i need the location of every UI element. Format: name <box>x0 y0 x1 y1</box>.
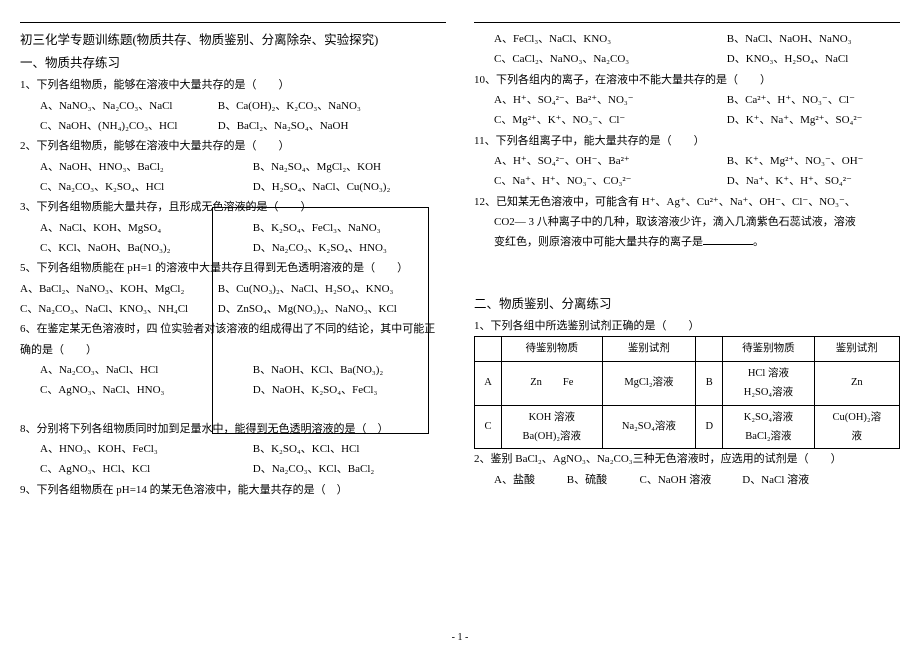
q5-a: A、BaCl₂、NaNO₃、KOH、MgCl₂ <box>20 279 215 299</box>
cell-B-reagent: Zn <box>814 361 899 405</box>
q9-d: D、KNO₃、H₂SO₄、NaCl <box>727 49 849 69</box>
q12-blank[interactable] <box>703 235 753 246</box>
q9: 9、下列各组物质在 pH=14 的某无色溶液中，能大量共存的是（ ） <box>20 480 446 500</box>
cell-A-sub2: Fe <box>563 377 574 388</box>
q8-opts: A、HNO₃、KOH、FeCl₃ B、K₂SO₄、KCl、HCl C、AgNO₃… <box>20 439 446 480</box>
q10-d: D、K⁺、Na⁺、Mg²⁺、SO₄²⁻ <box>727 110 863 130</box>
q11-a: A、H⁺、SO₄²⁻、OH⁻、Ba²⁺ <box>494 151 724 171</box>
q1-opts: A、NaNO₃、Na₂CO₃、NaCl B、Ca(OH)₂、K₂CO₃、NaNO… <box>20 96 446 137</box>
th-reagent-1: 鉴别试剂 <box>602 337 696 361</box>
q3-c: C、KCl、NaOH、Ba(NO₃)₂ <box>40 238 250 258</box>
page-root: 初三化学专题训练题(物质共存、物质鉴别、分离除杂、实验探究) 一、物质共存练习 … <box>0 0 920 500</box>
q2-opts: A、NaOH、HNO₃、BaCl₂ B、Na₂SO₄、MgCl₂、KOH C、N… <box>20 157 446 198</box>
q1: 1、下列各组物质，能够在溶液中大量共存的是（ ） <box>20 75 446 95</box>
cell-C-sub2: Ba(OH)₂溶液 <box>505 427 599 446</box>
q3-d: D、Na₂CO₃、K₂SO₄、HNO₃ <box>253 238 387 258</box>
q9-c: C、CaCl₂、NaNO₃、Na₂CO₃ <box>494 49 724 69</box>
q12-line2: CO2— 3 八种离子中的几种，取该溶液少许，滴入几滴紫色石蕊试液，溶液 <box>474 212 900 232</box>
s2q2-b: B、硫酸 <box>567 470 637 490</box>
right-column: A、FeCl₃、NaCl、KNO₃ B、NaCl、NaOH、NaNO₃ C、Ca… <box>474 22 900 500</box>
q5-d: D、ZnSO₄、Mg(NO₃)₂、NaNO₃、KCl <box>218 299 397 319</box>
table-header-row: 待鉴别物质 鉴别试剂 待鉴别物质 鉴别试剂 <box>475 337 900 361</box>
q5-c: C、Na₂CO₃、NaCl、KNO₃、NH₄Cl <box>20 299 215 319</box>
th-reagent-2: 鉴别试剂 <box>814 337 899 361</box>
q12-line1: 12、已知某无色溶液中，可能含有 H⁺、Ag⁺、Cu²⁺、Na⁺、OH⁻、Cl⁻… <box>474 192 900 212</box>
q8: 8、分别将下列各组物质同时加到足量水中，能得到无色透明溶液的是（ ） <box>20 419 446 439</box>
q8-a: A、HNO₃、KOH、FeCl₃ <box>40 439 250 459</box>
q5: 5、下列各组物质能在 pH=1 的溶液中大量共存且得到无色透明溶液的是（ ） <box>20 258 446 278</box>
table-row: C KOH 溶液Ba(OH)₂溶液 Na₂SO₄溶液 D K₂SO₄溶液BaCl… <box>475 405 900 449</box>
q6-b: B、NaOH、KCl、Ba(NO₃)₂ <box>253 360 384 380</box>
th-substance-2: 待鉴别物质 <box>723 337 814 361</box>
cell-D: D <box>696 405 723 449</box>
q3-a: A、NaCl、KOH、MgSO₄ <box>40 218 250 238</box>
q8-c: C、AgNO₃、HCl、KCl <box>40 459 250 479</box>
q12-line3-text: 变红色，则原溶液中可能大量共存的离子是 <box>494 236 703 248</box>
q2-a: A、NaOH、HNO₃、BaCl₂ <box>40 157 250 177</box>
reagent-table: 待鉴别物质 鉴别试剂 待鉴别物质 鉴别试剂 A Zn Fe MgCl₂溶液 B … <box>474 336 900 449</box>
q6-d: D、NaOH、K₂SO₄、FeCl₃ <box>253 380 378 400</box>
q6-c: C、AgNO₃、NaCl、HNO₃ <box>40 380 250 400</box>
cell-D-reagent-2: 液 <box>818 427 896 446</box>
q1-b: B、Ca(OH)₂、K₂CO₃、NaNO₃ <box>218 96 361 116</box>
q3-opts: A、NaCl、KOH、MgSO₄ B、K₂SO₄、FeCl₃、NaNO₃ C、K… <box>20 218 446 259</box>
q12-line3: 变红色，则原溶液中可能大量共存的离子是 。 <box>474 232 900 252</box>
s2q2-c: C、NaOH 溶液 <box>640 470 740 490</box>
q1-c: C、NaOH、(NH₄)₂CO₃、HCl <box>40 116 215 136</box>
q11-opts: A、H⁺、SO₄²⁻、OH⁻、Ba²⁺ B、K⁺、Mg²⁺、NO₃⁻、OH⁻ C… <box>474 151 900 192</box>
table-row: A Zn Fe MgCl₂溶液 B HCl 溶液H₂SO₄溶液 Zn <box>475 361 900 405</box>
q6: 6、在鉴定某无色溶液时，四 位实验者对该溶液的组成得出了不同的结论，其中可能正确… <box>20 319 446 360</box>
cell-B-sub1: HCl 溶液 <box>726 364 810 383</box>
q8-d: D、Na₂CO₃、KCl、BaCl₂ <box>253 459 375 479</box>
q5-opts: A、BaCl₂、NaNO₃、KOH、MgCl₂ B、Cu(NO₃)₂、NaCl、… <box>20 279 446 320</box>
cell-C: C <box>475 405 502 449</box>
section-1-title: 一、物质共存练习 <box>20 52 446 75</box>
q5-b: B、Cu(NO₃)₂、NaCl、H₂SO₄、KNO₃ <box>218 279 394 299</box>
cell-C-reagent: Na₂SO₄溶液 <box>602 405 696 449</box>
s2q1: 1、下列各组中所选鉴别试剂正确的是（ ） <box>474 316 900 336</box>
q1-a: A、NaNO₃、Na₂CO₃、NaCl <box>40 96 215 116</box>
q2-c: C、Na₂CO₃、K₂SO₄、HCl <box>40 177 250 197</box>
th-substance-1: 待鉴别物质 <box>502 337 603 361</box>
q6-a: A、Na₂CO₃、NaCl、HCl <box>40 360 250 380</box>
q2: 2、下列各组物质，能够在溶液中大量共存的是（ ） <box>20 136 446 156</box>
q6-opts: A、Na₂CO₃、NaCl、HCl B、NaOH、KCl、Ba(NO₃)₂ C、… <box>20 360 446 401</box>
q12-period: 。 <box>753 236 764 248</box>
s2q2-opts: A、盐酸 B、硫酸 C、NaOH 溶液 D、NaCl 溶液 <box>474 470 900 490</box>
cell-D-sub1: K₂SO₄溶液 <box>726 408 810 427</box>
q10: 10、下列各组内的离子，在溶液中不能大量共存的是（ ） <box>474 70 900 90</box>
q3-b: B、K₂SO₄、FeCl₃、NaNO₃ <box>253 218 381 238</box>
s2q2-a: A、盐酸 <box>494 470 564 490</box>
q8-b: B、K₂SO₄、KCl、HCl <box>253 439 360 459</box>
q11-b: B、K⁺、Mg²⁺、NO₃⁻、OH⁻ <box>727 151 864 171</box>
q9-a: A、FeCl₃、NaCl、KNO₃ <box>494 29 724 49</box>
q10-b: B、Ca²⁺、H⁺、NO₃⁻、Cl⁻ <box>727 90 855 110</box>
q2-d: D、H₂SO₄、NaCl、Cu(NO₃)₂ <box>253 177 391 197</box>
section-2-title: 二、物质鉴别、分离练习 <box>474 293 900 316</box>
cell-D-reagent-1: Cu(OH)₂溶 <box>818 408 896 427</box>
q11-d: D、Na⁺、K⁺、H⁺、SO₄²⁻ <box>727 171 852 191</box>
q9-opts: A、FeCl₃、NaCl、KNO₃ B、NaCl、NaOH、NaNO₃ C、Ca… <box>474 29 900 70</box>
q9-b: B、NaCl、NaOH、NaNO₃ <box>727 29 852 49</box>
left-column: 初三化学专题训练题(物质共存、物质鉴别、分离除杂、实验探究) 一、物质共存练习 … <box>20 22 446 500</box>
cell-A-reagent: MgCl₂溶液 <box>602 361 696 405</box>
cell-A: A <box>475 361 502 405</box>
q2-b: B、Na₂SO₄、MgCl₂、KOH <box>253 157 381 177</box>
cell-C-sub1: KOH 溶液 <box>505 408 599 427</box>
cell-A-sub1: Zn <box>530 377 542 388</box>
cell-B-sub2: H₂SO₄溶液 <box>726 383 810 402</box>
q1-d: D、BaCl₂、Na₂SO₄、NaOH <box>218 116 349 136</box>
page-number: - 1 - <box>0 632 920 643</box>
q10-c: C、Mg²⁺、K⁺、NO₃⁻、Cl⁻ <box>494 110 724 130</box>
q11: 11、下列各组离子中，能大量共存的是（ ） <box>474 131 900 151</box>
cell-D-sub2: BaCl₂溶液 <box>726 427 810 446</box>
q3: 3、下列各组物质能大量共存，且形成无色溶液的是（ ） <box>20 197 446 217</box>
s2q2-d: D、NaCl 溶液 <box>742 470 809 490</box>
s2q2: 2、鉴别 BaCl₂、AgNO₃、Na₂CO₃三种无色溶液时，应选用的试剂是（ … <box>474 449 900 469</box>
cell-B: B <box>696 361 723 405</box>
doc-title: 初三化学专题训练题(物质共存、物质鉴别、分离除杂、实验探究) <box>20 29 446 52</box>
q11-c: C、Na⁺、H⁺、NO₃⁻、CO₃²⁻ <box>494 171 724 191</box>
q10-opts: A、H⁺、SO₄²⁻、Ba²⁺、NO₃⁻ B、Ca²⁺、H⁺、NO₃⁻、Cl⁻ … <box>474 90 900 131</box>
q10-a: A、H⁺、SO₄²⁻、Ba²⁺、NO₃⁻ <box>494 90 724 110</box>
